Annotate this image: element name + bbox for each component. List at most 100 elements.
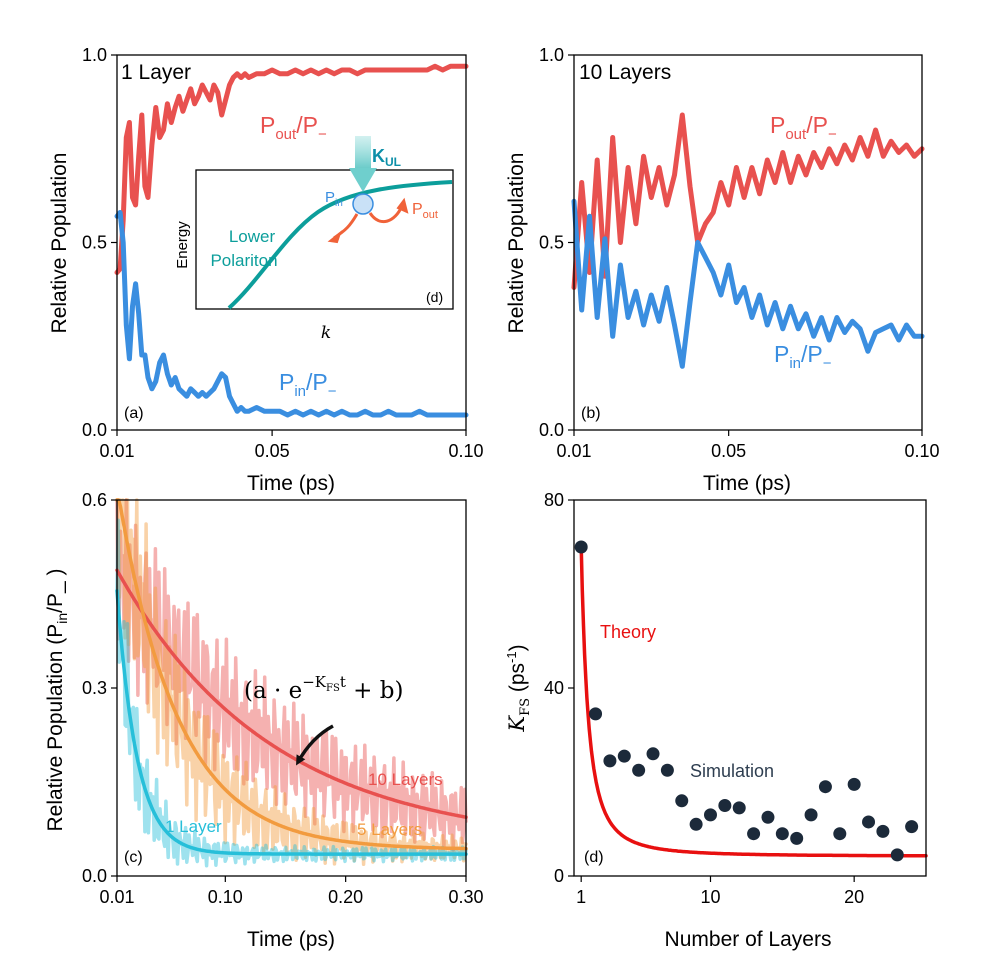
y-tick-label: 1.0 [82, 45, 107, 65]
inset-frame [195, 169, 454, 310]
simulation-point [775, 827, 789, 841]
inset-panel-label: (d) [426, 289, 443, 305]
simulation-point [574, 540, 588, 554]
inset-dispersion: KUL Pin Pout Lower Polariton Energy k (d… [174, 136, 454, 343]
pin-sub: in [335, 198, 343, 209]
y-tick-label: 0.0 [82, 866, 107, 886]
simulation-point [747, 827, 761, 841]
panel-a-ticks: 0.01 0.05 0.10 0.0 0.5 1.0 [82, 45, 484, 461]
simulation-point [905, 820, 919, 834]
label-sub: in [294, 383, 306, 400]
simulation-point [632, 763, 646, 777]
kul-sub: UL [385, 155, 401, 169]
x-tick-label: 0.20 [328, 887, 363, 907]
panel-c-5layers-label: 5 Layers [357, 820, 422, 839]
eq-exp-tail: t [340, 673, 346, 691]
simulation-point [675, 794, 689, 808]
simulation-point [617, 749, 631, 763]
simulation-label: Simulation [690, 761, 774, 781]
simulation-point [862, 815, 876, 829]
inset-branch-label-1: Lower [229, 227, 276, 246]
panel-a-label: (a) [124, 405, 144, 422]
label-sub: out [785, 126, 807, 143]
simulation-point [876, 824, 890, 838]
ylabel-end: ) [506, 644, 529, 651]
label-sub: out [275, 126, 297, 143]
simulation-point [847, 777, 861, 791]
inset-ylabel: Energy [174, 221, 191, 269]
raw-trace-1 [115, 498, 468, 867]
label-main: P [774, 341, 789, 367]
ylabel-sub: in [54, 613, 70, 624]
simulation-point [732, 801, 746, 815]
panel-b-label: (b) [581, 405, 601, 422]
ylabel-main: K [505, 715, 529, 733]
panel-c-10layers-label: 10 Layers [368, 770, 443, 789]
inset-pout-label: Pout [412, 201, 438, 221]
label-sub2: − [823, 355, 832, 372]
y-tick-label: 0 [554, 866, 564, 886]
panel-b-ylabel: Relative Population [505, 153, 528, 334]
panel-d-data [574, 540, 928, 862]
panel-c-ticks: 0.01 0.10 0.20 0.30 0.0 0.3 0.6 [82, 490, 484, 907]
x-tick-label: 0.05 [711, 441, 746, 461]
simulation-point [646, 747, 660, 761]
series-line-out [571, 112, 925, 290]
kul-arrow-shaft [355, 136, 371, 170]
fit-curve-2 [115, 568, 468, 819]
series-line-in [571, 198, 925, 369]
y-tick-label: 1.0 [539, 45, 564, 65]
x-tick-label: 20 [844, 887, 864, 907]
x-tick-label: 0.10 [448, 441, 483, 461]
x-tick-label: 1 [576, 887, 586, 907]
y-tick-label: 0.5 [539, 233, 564, 253]
simulation-point [718, 799, 732, 812]
inset-xlabel: k [321, 323, 331, 343]
panel-a-ylabel: Relative Population [48, 153, 71, 334]
panel-b-xlabel: Time (ps) [703, 472, 791, 495]
y-tick-label: 40 [544, 678, 564, 698]
pout-sub: out [423, 209, 438, 221]
simulation-point [833, 827, 847, 841]
label-tail: /P [296, 112, 318, 138]
x-tick-label: 10 [700, 887, 720, 907]
panel-a: 0.01 0.05 0.10 0.0 0.5 1.0 1 Layer (a) Time (… [48, 45, 484, 495]
panel-c-data [115, 498, 468, 868]
x-tick-label: 0.01 [556, 441, 591, 461]
lower-polariton-curve [227, 180, 453, 310]
panel-a-data [114, 63, 469, 418]
label-main: P [770, 112, 785, 138]
panel-d-ylabel: KFS (ps-1) [504, 644, 533, 732]
fit-curve-0 [115, 589, 468, 856]
inset-pin-label: Pin [325, 189, 343, 209]
panel-b: 0.01 0.05 0.10 0.0 0.5 1.0 10 Layers (b) Time… [505, 45, 940, 495]
eq-exp-sub: FS [326, 683, 340, 694]
label-tail: /P [306, 369, 328, 395]
simulation-point [589, 707, 603, 721]
ylabel-sub: FS [518, 698, 533, 716]
pin-marker [352, 193, 374, 215]
series-line-out [114, 63, 469, 275]
y-tick-label: 80 [544, 490, 564, 510]
simulation-point [689, 817, 703, 831]
inset-branch-label-2: Polariton [210, 251, 277, 270]
label-sub2: − [328, 383, 337, 400]
simulation-point [890, 848, 904, 862]
x-tick-label: 0.30 [448, 887, 483, 907]
theory-curve [579, 544, 928, 858]
panel-b-frame [573, 54, 923, 431]
kul-main: K [372, 146, 385, 166]
label-sub2: − [318, 126, 327, 143]
label-tail: /P [801, 341, 823, 367]
scatter-arrow-left-head [327, 230, 343, 244]
pout-main: P [412, 201, 423, 218]
panel-b-header: 10 Layers [579, 61, 671, 84]
panel-c-1layer-label: 1 Layer [165, 817, 222, 836]
label-sub: in [789, 355, 801, 372]
panel-a-pin-label: Pin/P− [279, 369, 337, 400]
kul-label: KUL [372, 146, 401, 169]
panel-b-pin-label: Pin/P− [774, 341, 832, 372]
y-tick-label: 0.5 [82, 233, 107, 253]
kul-arrow-head [349, 168, 377, 192]
